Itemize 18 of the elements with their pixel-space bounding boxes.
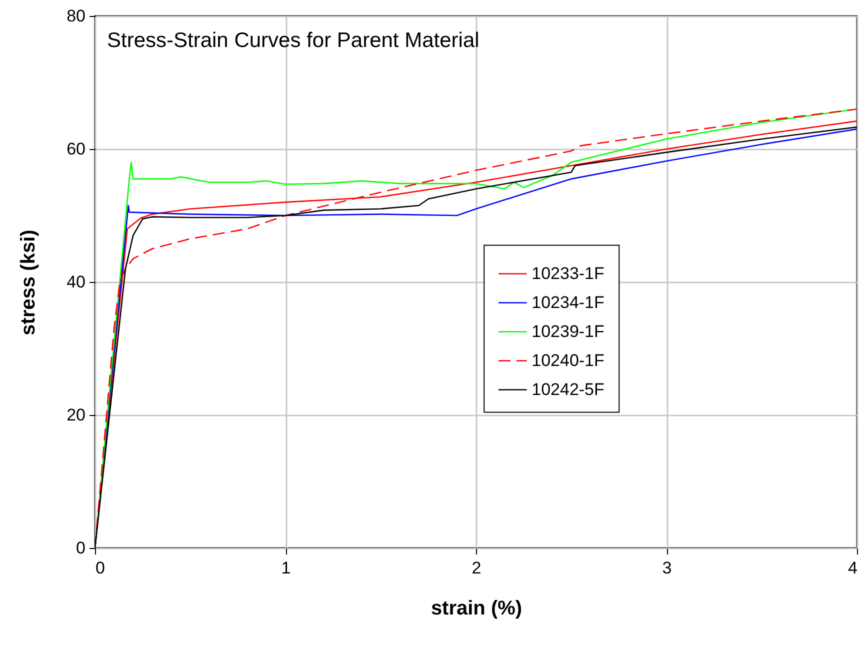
y-axis-title: stress (ksi) bbox=[18, 230, 40, 336]
text: Stress-Strain Curves for Parent Material bbox=[107, 29, 480, 52]
x-tick-label: 0 bbox=[96, 558, 105, 578]
x-axis-title: strain (%) bbox=[430, 598, 522, 620]
y-tick-label: 20 bbox=[66, 406, 86, 424]
x-tick-label: 3 bbox=[662, 558, 672, 578]
y-tick-label: 80 bbox=[66, 6, 86, 26]
x-tick-label: 4 bbox=[848, 558, 858, 578]
y-tick-label: 40 bbox=[66, 272, 86, 292]
x-tick-label: 2 bbox=[472, 558, 482, 578]
legend-label: 10242-5F bbox=[532, 380, 604, 399]
legend-label: 10240-1F bbox=[532, 350, 604, 370]
legend-label: 10233-1F bbox=[532, 264, 604, 283]
y-tick-label: 0 bbox=[76, 538, 86, 558]
x-tick-label: 1 bbox=[281, 558, 291, 578]
y-tick-label: 60 bbox=[66, 140, 86, 158]
legend-label: 10239-1F bbox=[532, 322, 604, 341]
legend-label: 10234-1F bbox=[532, 292, 604, 312]
